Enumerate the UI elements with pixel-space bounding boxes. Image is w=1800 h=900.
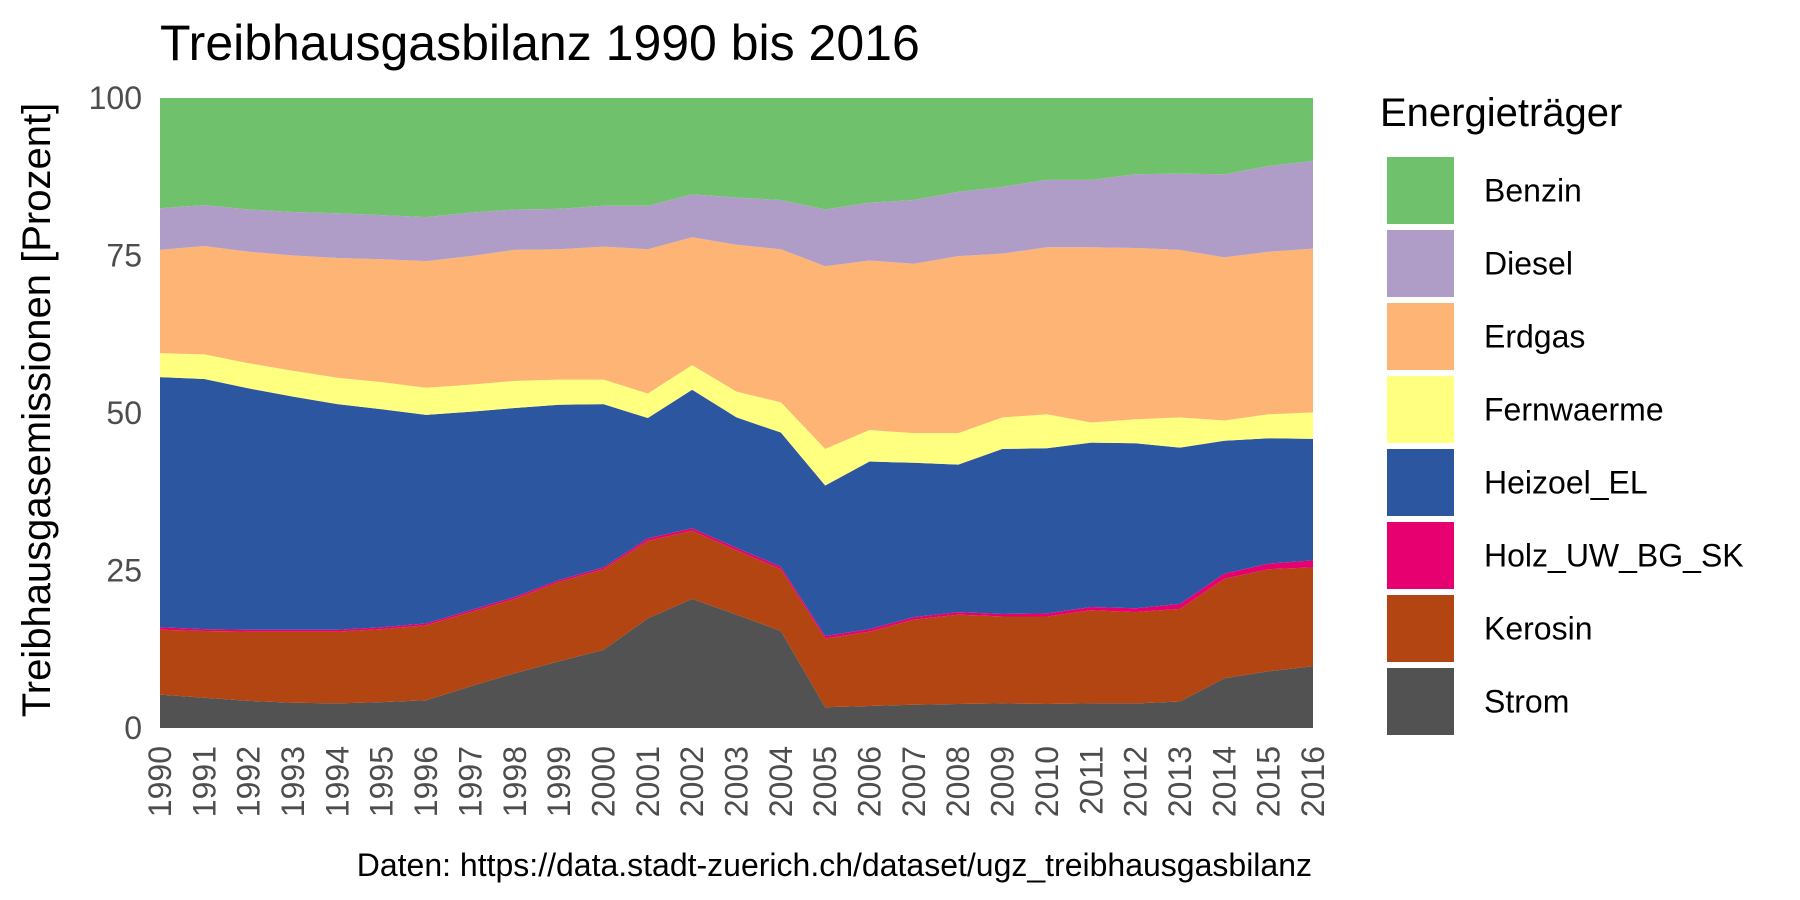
x-tick-label: 2004: [763, 746, 799, 817]
legend-label: Erdgas: [1484, 319, 1585, 355]
x-tick-label: 2002: [674, 746, 710, 817]
y-axis-title: Treibhausgasemissionen [Prozent]: [15, 103, 59, 717]
x-tick-label: 2016: [1295, 746, 1331, 817]
legend-item-kerosin: Kerosin: [1387, 595, 1593, 662]
legend-item-diesel: Diesel: [1387, 230, 1573, 297]
legend-title: Energieträger: [1380, 91, 1622, 135]
legend-swatch: [1387, 595, 1454, 662]
legend-label: Kerosin: [1484, 611, 1593, 647]
legend-swatch: [1387, 157, 1454, 224]
x-tick-label: 2012: [1118, 746, 1154, 817]
x-tick-label: 2000: [585, 746, 621, 817]
y-axis-ticks: 0 25 50 75 100: [89, 80, 142, 746]
y-tick-label: 0: [124, 710, 142, 746]
x-tick-label: 1990: [142, 746, 178, 817]
legend-item-benzin: Benzin: [1387, 157, 1582, 224]
legend-item-heizoel-el: Heizoel_EL: [1387, 449, 1648, 516]
y-tick-label: 100: [89, 80, 142, 116]
x-tick-label: 1998: [497, 746, 533, 817]
legend-swatch: [1387, 376, 1454, 443]
area-erdgas: [160, 237, 1313, 449]
x-tick-label: 2014: [1206, 746, 1242, 817]
x-tick-label: 2013: [1162, 746, 1198, 817]
y-tick-label: 50: [106, 395, 142, 431]
area-diesel: [160, 161, 1313, 267]
legend-swatch: [1387, 668, 1454, 735]
x-tick-label: 2010: [1029, 746, 1065, 817]
area-fernwaerme: [160, 353, 1313, 486]
x-axis-ticks: 1990 1991 1992 1993 1994 1995 1996 1997 1998 1999…: [142, 746, 1331, 817]
legend-item-strom: Strom: [1387, 668, 1569, 735]
x-tick-label: 2007: [896, 746, 932, 817]
area-heizoel-el: [160, 377, 1313, 637]
legend-label: Benzin: [1484, 173, 1582, 209]
legend-label: Strom: [1484, 684, 1569, 720]
x-tick-label: 1993: [275, 746, 311, 817]
legend-swatch: [1387, 522, 1454, 589]
legend-label: Holz_UW_BG_SK: [1484, 538, 1744, 574]
x-tick-label: 2008: [940, 746, 976, 817]
legend-label: Heizoel_EL: [1484, 465, 1648, 501]
legend-item-fernwaerme: Fernwaerme: [1387, 376, 1664, 443]
chart-title: Treibhausgasbilanz 1990 bis 2016: [160, 15, 920, 71]
x-tick-label: 1999: [541, 746, 577, 817]
legend-label: Fernwaerme: [1484, 392, 1664, 428]
x-tick-label: 1991: [186, 746, 222, 817]
x-tick-label: 1994: [319, 746, 355, 817]
x-tick-label: 2009: [985, 746, 1021, 817]
legend-item-erdgas: Erdgas: [1387, 303, 1585, 370]
y-tick-label: 75: [106, 238, 142, 274]
legend-swatch: [1387, 449, 1454, 516]
x-tick-label: 1992: [231, 746, 267, 817]
x-tick-label: 1997: [452, 746, 488, 817]
area-strom: [160, 598, 1313, 728]
x-tick-label: 2005: [807, 746, 843, 817]
x-tick-label: 2011: [1073, 746, 1109, 815]
legend: Benzin Diesel Erdgas Fernwaerme Heizoel_EL Ho…: [1387, 157, 1744, 735]
area-holz-uw-bg-sk: [160, 528, 1313, 639]
source-caption: Daten: https://data.stadt-zuerich.ch/dat…: [357, 847, 1312, 883]
x-tick-label: 1996: [408, 746, 444, 817]
y-tick-label: 25: [106, 553, 142, 589]
area-benzin: [160, 98, 1313, 218]
legend-label: Diesel: [1484, 246, 1573, 282]
plot-areas: [160, 98, 1313, 728]
x-tick-label: 2003: [719, 746, 755, 817]
x-tick-label: 2006: [852, 746, 888, 817]
x-tick-label: 2001: [630, 746, 666, 817]
legend-swatch: [1387, 230, 1454, 297]
legend-item-holz-uw-bg-sk: Holz_UW_BG_SK: [1387, 522, 1744, 589]
x-tick-label: 1995: [364, 746, 400, 817]
x-tick-label: 2015: [1251, 746, 1287, 817]
area-kerosin: [160, 530, 1313, 708]
legend-swatch: [1387, 303, 1454, 370]
